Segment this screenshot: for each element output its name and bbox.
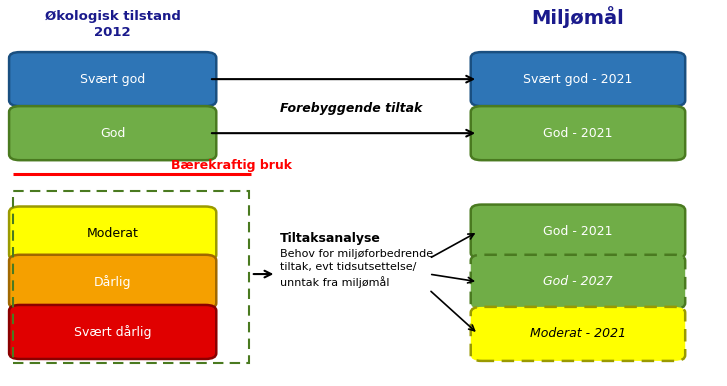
FancyBboxPatch shape [471,255,686,309]
Text: Forebyggende tiltak: Forebyggende tiltak [280,102,422,115]
FancyBboxPatch shape [9,305,217,359]
Text: God: God [100,127,125,140]
Text: Moderat - 2021: Moderat - 2021 [530,327,626,340]
FancyBboxPatch shape [471,307,686,361]
FancyBboxPatch shape [9,207,217,261]
Text: Behov for miljøforbedrende
tiltak, evt tidsutsettelse/
unntak fra miljømål: Behov for miljøforbedrende tiltak, evt t… [280,249,433,288]
FancyBboxPatch shape [9,106,217,160]
Text: Svært god: Svært god [80,73,145,86]
Text: Dårlig: Dårlig [94,275,132,289]
Text: Svært god - 2021: Svært god - 2021 [523,73,632,86]
Text: Tiltaksanalyse: Tiltaksanalyse [280,232,381,245]
Text: God - 2027: God - 2027 [543,275,613,288]
Text: Bærekraftig bruk: Bærekraftig bruk [171,159,292,172]
FancyBboxPatch shape [471,205,686,259]
Text: Svært dårlig: Svært dårlig [74,325,151,339]
FancyBboxPatch shape [9,255,217,309]
Text: Miljømål: Miljømål [531,6,624,28]
Text: Moderat: Moderat [87,227,139,240]
Text: Økologisk tilstand
2012: Økologisk tilstand 2012 [45,10,180,39]
FancyBboxPatch shape [471,106,686,160]
Text: God - 2021: God - 2021 [543,225,613,238]
FancyBboxPatch shape [471,52,686,106]
FancyBboxPatch shape [9,52,217,106]
Text: God - 2021: God - 2021 [543,127,613,140]
